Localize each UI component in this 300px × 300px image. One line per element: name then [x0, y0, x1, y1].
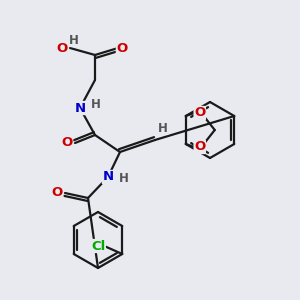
Text: N: N: [102, 170, 114, 184]
Text: O: O: [194, 140, 206, 154]
Text: O: O: [61, 136, 73, 149]
Text: O: O: [116, 41, 128, 55]
Text: O: O: [194, 106, 206, 119]
Text: O: O: [51, 187, 63, 200]
Text: H: H: [158, 122, 168, 134]
Text: O: O: [56, 41, 68, 55]
Text: H: H: [119, 172, 129, 185]
Text: Cl: Cl: [91, 239, 105, 253]
Text: H: H: [91, 98, 101, 110]
Text: H: H: [69, 34, 79, 46]
Text: N: N: [74, 101, 86, 115]
